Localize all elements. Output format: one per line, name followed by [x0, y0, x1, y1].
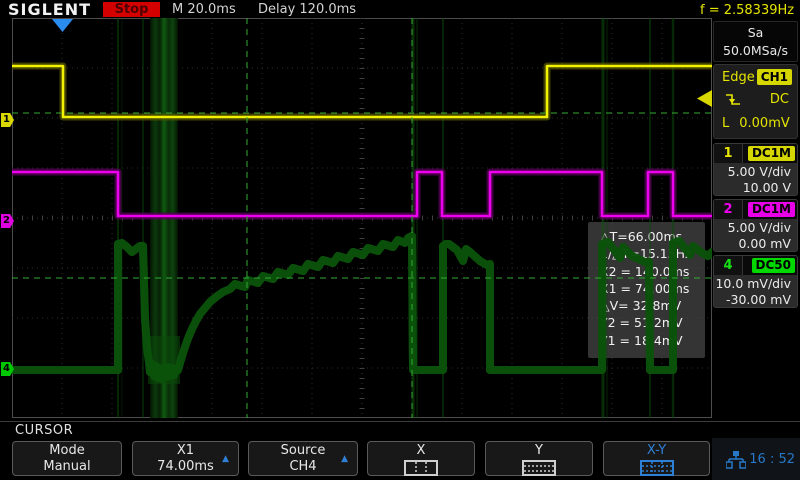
channel4-coupling-badge: DC50 [751, 257, 795, 273]
sample-rate: Sa 50.0MSa/s [723, 25, 788, 58]
cursor-y1: Y1 = 18.4mV [600, 332, 683, 348]
top-status-bar: SIGLENT Stop M 20.0ms Delay 120.0ms f = … [0, 0, 800, 19]
channel4-info-box[interactable]: 4 DC50 10.0 mV/div -30.00 mV [713, 255, 798, 308]
cursor-x1-button[interactable]: X1 74.00ms ▲ [132, 441, 239, 476]
channel1-number: 1 [714, 144, 743, 163]
channel1-info-box[interactable]: 1 DC1M 5.00 V/div 10.00 V [713, 143, 798, 196]
falling-edge-icon [726, 94, 740, 105]
channel4-scale: 10.0 mV/div [715, 276, 791, 291]
channel2-number: 2 [714, 200, 743, 219]
cursor-y2: Y2 = 51.2mV [600, 315, 683, 331]
waveform-display-area: △T=66.00ms 1/△T=15.15Hz X2 = 140.0ms X1 … [12, 18, 712, 418]
cursor-x-button[interactable]: X [367, 441, 475, 476]
ch1-level-marker[interactable]: 1 [1, 113, 14, 127]
graticule [12, 18, 712, 418]
button-value: 74.00ms [157, 459, 214, 474]
cursor-delta-v: △V= 32.8mV [600, 298, 682, 314]
button-label: Y [535, 443, 543, 458]
trigger-source-badge: CH1 [756, 69, 792, 85]
channel1-coupling-badge: DC1M [747, 145, 795, 161]
channel2-scale: 5.00 V/div [727, 220, 791, 235]
y-cursors-icon [522, 460, 556, 476]
trigger-level-prefix: L [722, 116, 730, 131]
channel4-offset: -30.00 mV [726, 292, 791, 307]
channel1-offset: 10.00 V [742, 180, 791, 195]
button-label: X1 [176, 443, 195, 458]
ch4-level-marker[interactable]: 4 [1, 362, 14, 376]
frequency-counter-readout: f = 2.58339Hz [700, 3, 795, 18]
cursor-delta-t: △T=66.00ms [600, 229, 683, 244]
cursor-inverse-delta-t: 1/△T=15.15Hz [600, 246, 692, 262]
trigger-level-readout: L 0.00mV [722, 116, 790, 131]
channel4-number: 4 [714, 256, 743, 275]
cursor-xy-button[interactable]: X-Y [603, 441, 710, 476]
cursor-readout-box: △T=66.00ms 1/△T=15.15Hz X2 = 140.0ms X1 … [588, 222, 705, 358]
cursor-source-button[interactable]: Source CH4 ▲ [248, 441, 358, 476]
menu-title: CURSOR [15, 423, 74, 438]
run-state-badge[interactable]: Stop [103, 2, 160, 17]
channel1-scale: 5.00 V/div [727, 164, 791, 179]
spinner-up-icon[interactable]: ▲ [341, 454, 348, 464]
trigger-level-value: 0.00mV [739, 116, 790, 131]
ch2-level-marker[interactable]: 2 [1, 214, 14, 228]
button-value: CH4 [289, 459, 317, 474]
cursor-y-button[interactable]: Y [485, 441, 593, 476]
button-label: Source [280, 443, 326, 458]
timebase-readout[interactable]: M 20.0ms [172, 2, 236, 17]
button-label: X-Y [646, 443, 667, 458]
clock-readout: 16 : 52 [749, 452, 795, 467]
button-label: X [416, 443, 426, 458]
button-value: Manual [43, 459, 91, 474]
xy-cursors-icon [639, 460, 674, 476]
menu-separator [0, 421, 800, 422]
channel2-info-box[interactable]: 2 DC1M 5.00 V/div 0.00 mV [713, 199, 798, 252]
trigger-delay-readout[interactable]: Delay 120.0ms [258, 2, 357, 17]
cursor-x2: X2 = 140.0ms [600, 263, 690, 279]
channel2-coupling-badge: DC1M [747, 201, 795, 217]
trigger-info-box[interactable]: Edge CH1 DC L 0.00mV [713, 64, 798, 139]
button-label: Mode [49, 443, 85, 458]
cursor-mode-button[interactable]: Mode Manual [12, 441, 122, 476]
chann2-offset: 0.00 mV [738, 236, 791, 251]
brand-logo: SIGLENT [8, 0, 92, 19]
cursor-x1: X1 = 74.00ms [600, 280, 690, 296]
trigger-coupling-label: DC [769, 92, 789, 107]
trigger-mode-label: Edge [722, 70, 755, 85]
status-clock-panel: 16 : 52 [712, 438, 800, 480]
network-icon [726, 451, 746, 469]
x-cursors-icon [404, 460, 438, 476]
acquisition-info-box: Sa 50.0MSa/s Curr 14Mpts [713, 21, 798, 76]
spinner-up-icon[interactable]: ▲ [222, 454, 229, 464]
